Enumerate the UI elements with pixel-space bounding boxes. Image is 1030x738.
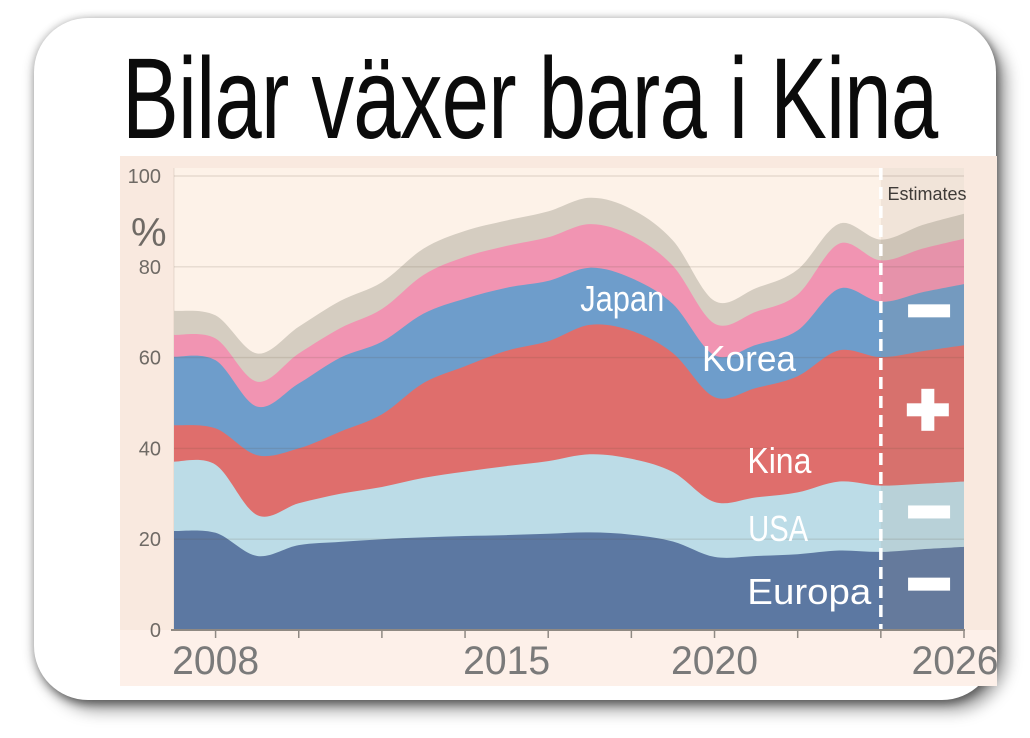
- plus-icon-Kina: [906, 388, 949, 431]
- chart-card: Bilar växer bara i Kina 0 20 40 60 80 100% 200…: [34, 18, 998, 700]
- stacked-area-chart: 0 20 40 60 80 100% 2008 2015 2020 2026 Europa USA Ki…: [120, 166, 998, 686]
- y-tick-label-20: 20: [139, 529, 161, 551]
- x-tick-label-2026: 2026: [912, 639, 998, 683]
- series-label-Europa: Europa: [747, 571, 872, 612]
- y-axis-unit-label: %: [131, 211, 167, 255]
- series-label-USA: USA: [748, 508, 808, 549]
- x-tick-label-2008: 2008: [172, 639, 259, 683]
- x-tick-label-2015: 2015: [463, 639, 550, 683]
- y-tick-label-0: 0: [150, 620, 161, 642]
- x-tick-label-2020: 2020: [671, 639, 758, 683]
- page-title: Bilar växer bara i Kina: [122, 42, 1030, 157]
- icon-bar-h: [908, 304, 951, 318]
- y-tick-label-80: 80: [139, 257, 161, 279]
- estimates-label: Estimates: [887, 184, 966, 204]
- area-Europa: [174, 530, 964, 630]
- series-label-Japan: Japan: [580, 278, 664, 319]
- y-tick-label-40: 40: [139, 438, 161, 460]
- minus-icon-Europa: [908, 577, 951, 591]
- minus-icon-Japan: [908, 304, 951, 318]
- series-label-Kina: Kina: [747, 440, 812, 481]
- page-title-text: Bilar växer bara i Kina: [122, 35, 938, 163]
- series-label-Korea: Korea: [702, 338, 797, 379]
- icon-bar-v: [921, 388, 935, 431]
- y-tick-label-100: 100: [128, 166, 161, 188]
- icon-bar-h: [908, 577, 951, 591]
- icon-bar-h: [908, 505, 951, 519]
- minus-icon-USA: [908, 505, 951, 519]
- xlabel-strip: [120, 630, 997, 686]
- y-tick-label-60: 60: [139, 348, 161, 370]
